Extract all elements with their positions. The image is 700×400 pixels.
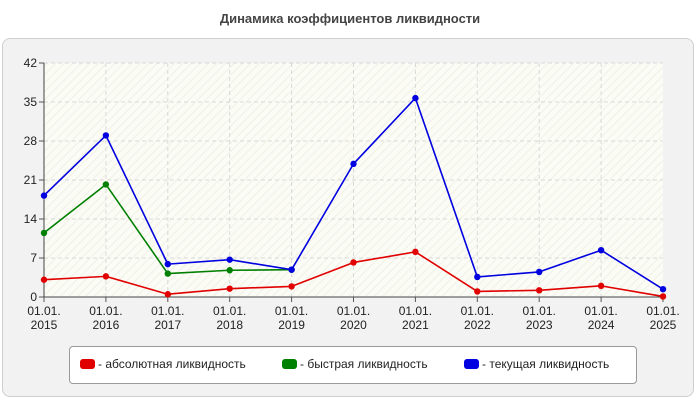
chart-panel: 0 7 14 21 28 35 42 01.01. 2015 01.01. 2016 01.01. 20… [2, 38, 694, 397]
line-chart: 07142128354201.01.201501.01.201601.01.20… [24, 56, 680, 332]
x-tick-label: 2020 [340, 318, 367, 332]
legend-item-current: - текущая ликвидность [464, 357, 609, 371]
x-tick-label: 2022 [464, 318, 491, 332]
data-point-series-1 [102, 181, 110, 188]
data-point-series-2 [226, 256, 233, 263]
x-tick-label: 01.01. [275, 304, 308, 318]
data-point-series-2 [659, 286, 667, 293]
y-tick-label: 42 [24, 56, 38, 70]
data-point-series-2 [40, 192, 48, 199]
data-point-series-0 [597, 282, 605, 290]
legend-item-quick: - быстрая ликвидность [282, 357, 428, 371]
data-point-series-2 [536, 268, 543, 276]
data-point-series-0 [226, 285, 233, 292]
data-point-series-2 [350, 160, 357, 168]
legend-label-absolute: - абсолютная ликвидность [98, 357, 246, 371]
data-point-series-1 [226, 267, 233, 274]
data-point-series-0 [288, 283, 295, 290]
x-tick-label: 01.01. [523, 304, 556, 318]
data-point-series-2 [102, 132, 110, 139]
legend-swatch-absolute [80, 359, 95, 369]
data-point-series-1 [164, 270, 171, 277]
legend-swatch-current [464, 359, 479, 369]
y-tick-label: 28 [24, 134, 38, 148]
x-tick-label: 2015 [31, 318, 58, 332]
y-tick-label: 21 [24, 173, 38, 187]
x-tick-label: 2024 [588, 318, 615, 332]
data-point-series-0 [350, 259, 357, 266]
x-tick-label: 2016 [93, 318, 120, 332]
data-point-series-1 [40, 229, 48, 237]
x-tick-label: 01.01. [584, 304, 617, 318]
data-point-series-2 [288, 266, 295, 273]
data-point-series-0 [659, 293, 667, 300]
data-point-series-2 [164, 260, 171, 268]
y-tick-label: 0 [30, 290, 37, 304]
x-tick-label: 01.01. [27, 304, 60, 318]
legend-item-absolute: - абсолютная ликвидность [80, 357, 246, 371]
x-tick-label: 01.01. [337, 304, 370, 318]
x-tick-label: 2025 [650, 318, 677, 332]
x-tick-label: 2019 [278, 318, 305, 332]
legend-label-quick: - быстрая ликвидность [300, 357, 428, 371]
data-point-series-0 [412, 248, 419, 256]
data-point-series-0 [474, 288, 481, 295]
data-point-series-2 [412, 94, 419, 102]
x-tick-label: 01.01. [399, 304, 432, 318]
x-tick-label: 2018 [216, 318, 243, 332]
data-point-series-0 [164, 291, 171, 298]
data-point-series-0 [40, 276, 48, 283]
x-tick-label: 2023 [526, 318, 553, 332]
y-tick-label: 14 [24, 212, 38, 226]
x-tick-label: 2017 [154, 318, 181, 332]
y-tick-label: 7 [30, 251, 37, 265]
x-tick-label: 01.01. [151, 304, 184, 318]
y-tick-label: 35 [24, 95, 38, 109]
legend-label-current: - текущая ликвидность [482, 357, 610, 371]
legend-swatch-quick [282, 359, 297, 369]
data-point-series-0 [536, 287, 543, 294]
x-tick-label: 01.01. [213, 304, 246, 318]
x-tick-label: 01.01. [89, 304, 122, 318]
x-tick-label: 01.01. [461, 304, 494, 318]
chart-title: Динамика коэффициентов ликвидности [219, 11, 481, 26]
x-tick-label: 01.01. [646, 304, 679, 318]
data-point-series-2 [474, 273, 481, 281]
data-point-series-2 [597, 247, 605, 254]
x-tick-label: 2021 [402, 318, 429, 332]
chart-legend: - абсолютная ликвидность - быстрая ликви… [69, 346, 637, 384]
data-point-series-0 [102, 273, 110, 280]
